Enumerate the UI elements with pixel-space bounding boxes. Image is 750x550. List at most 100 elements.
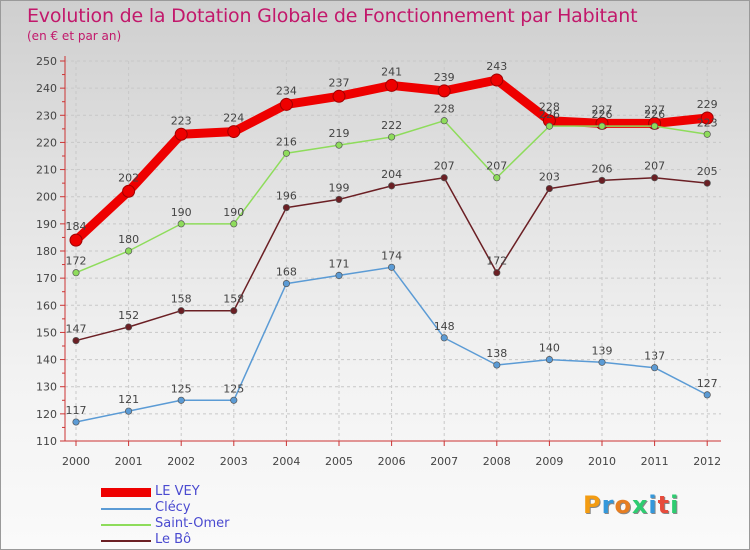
data-label: 171	[329, 257, 350, 270]
data-label: 180	[118, 233, 139, 246]
legend-swatch	[101, 540, 151, 542]
series-saint-omer	[72, 117, 711, 277]
data-point	[545, 122, 553, 130]
logo-letter: r	[601, 491, 615, 519]
legend-swatch	[101, 508, 151, 510]
legend-label: Le Bô	[155, 532, 192, 547]
data-point	[125, 247, 133, 255]
data-point	[282, 204, 290, 212]
legend-swatch	[101, 488, 151, 497]
data-point	[230, 220, 238, 228]
data-point	[69, 233, 83, 247]
data-label: 139	[592, 344, 613, 357]
data-point	[598, 358, 606, 366]
data-label: 184	[66, 220, 87, 233]
y-tick-label: 180	[36, 245, 57, 258]
data-label: 206	[592, 162, 613, 175]
y-tick-label: 250	[36, 55, 57, 68]
legend-item: Saint-Omer	[101, 516, 301, 533]
x-tick-label: 2009	[535, 455, 563, 468]
data-label: 174	[381, 249, 402, 262]
legend-item: Clécy	[101, 500, 301, 517]
y-tick-label: 210	[36, 164, 57, 177]
y-tick-label: 240	[36, 82, 57, 95]
x-tick-label: 2001	[115, 455, 143, 468]
y-tick-label: 120	[36, 408, 57, 421]
y-tick-label: 160	[36, 299, 57, 312]
data-point	[177, 220, 185, 228]
data-point	[230, 396, 238, 404]
data-label: 224	[223, 112, 244, 125]
data-point	[282, 149, 290, 157]
proxiti-logo: Proxiti	[583, 491, 679, 519]
data-point	[703, 391, 711, 399]
y-tick-label: 200	[36, 191, 57, 204]
x-tick-label: 2006	[378, 455, 406, 468]
data-point	[388, 263, 396, 271]
data-point	[335, 141, 343, 149]
data-point	[125, 323, 133, 331]
data-point	[651, 364, 659, 372]
data-label: 158	[171, 293, 192, 306]
data-point	[335, 271, 343, 279]
data-point	[72, 418, 80, 426]
data-point	[545, 185, 553, 193]
data-label: 216	[276, 135, 297, 148]
data-label: 223	[697, 116, 718, 129]
data-point	[122, 184, 136, 198]
legend-swatch	[101, 524, 151, 526]
x-tick-label: 2007	[430, 455, 458, 468]
data-label: 226	[539, 108, 560, 121]
grid-lines	[65, 60, 721, 442]
legend-label: LE VEY	[155, 484, 200, 499]
legend-label: Saint-Omer	[155, 516, 230, 531]
x-tick-label: 2000	[62, 455, 90, 468]
data-point	[385, 78, 399, 92]
data-label: 228	[434, 103, 455, 116]
data-label: 207	[486, 160, 507, 173]
y-tick-label: 170	[36, 272, 57, 285]
data-point	[490, 73, 504, 87]
data-label: 199	[329, 181, 350, 194]
data-point	[177, 307, 185, 315]
chart-subtitle: (en € et par an)	[27, 29, 122, 43]
logo-letter: i	[670, 491, 680, 519]
series-layer	[69, 73, 714, 426]
y-tick-label: 130	[36, 381, 57, 394]
chart-title: Evolution de la Dotation Globale de Fonc…	[27, 5, 638, 27]
data-label: 152	[118, 309, 139, 322]
data-point	[282, 280, 290, 288]
data-point	[227, 125, 241, 139]
data-point	[440, 174, 448, 182]
data-labels: 184 202 223 224 234 237 241 239 243 228 227 227 229 1…	[66, 60, 718, 417]
data-label: 117	[66, 404, 87, 417]
data-label: 202	[118, 171, 139, 184]
x-tick-label: 2004	[272, 455, 300, 468]
data-point	[230, 307, 238, 315]
legend-label: Clécy	[155, 500, 191, 515]
y-tick-label: 220	[36, 136, 57, 149]
data-label: 190	[171, 206, 192, 219]
data-label: 137	[644, 350, 665, 363]
x-tick-label: 2002	[167, 455, 195, 468]
data-label: 172	[486, 255, 507, 268]
data-label: 243	[486, 60, 507, 73]
logo-letter: o	[614, 491, 632, 519]
data-point	[493, 269, 501, 277]
data-point	[437, 84, 451, 98]
data-point	[388, 133, 396, 141]
data-label: 138	[486, 347, 507, 360]
data-point	[388, 182, 396, 190]
data-point	[174, 127, 188, 141]
data-point	[703, 179, 711, 187]
logo-letter: P	[583, 491, 602, 519]
legend: LE VEY Clécy Saint-Omer Le Bô	[101, 484, 301, 549]
legend-item: Le Bô	[101, 532, 301, 549]
data-label: 148	[434, 320, 455, 333]
data-label: 147	[66, 323, 87, 336]
data-label: 158	[223, 293, 244, 306]
data-label: 241	[381, 65, 402, 78]
data-point	[703, 130, 711, 138]
data-point	[335, 195, 343, 203]
